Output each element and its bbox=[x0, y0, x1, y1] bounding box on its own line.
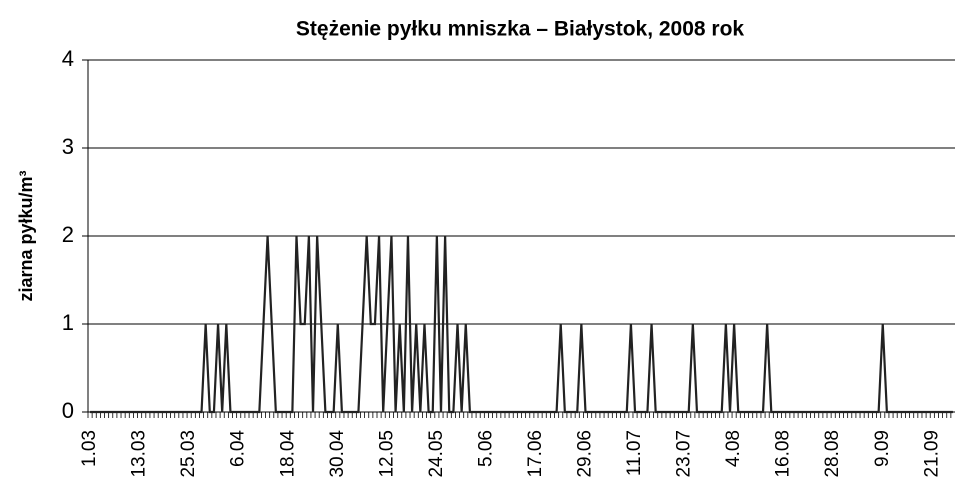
x-tick-label: 30.04 bbox=[327, 430, 348, 478]
x-tick-label: 24.05 bbox=[426, 430, 447, 478]
x-tick-label: 25.03 bbox=[178, 430, 199, 478]
y-axis-label: ziarna pyłku/m³ bbox=[16, 170, 36, 301]
x-tick-label: 9.09 bbox=[872, 430, 893, 467]
x-tick-label: 16.08 bbox=[773, 430, 794, 478]
x-tick-label: 11.07 bbox=[624, 430, 645, 476]
x-tick-label: 13.03 bbox=[129, 430, 150, 478]
x-tick-label: 5.06 bbox=[475, 430, 496, 467]
y-tick-label: 2 bbox=[62, 222, 74, 247]
x-tick-label: 4.08 bbox=[723, 430, 744, 467]
x-tick-label: 1.03 bbox=[79, 430, 100, 467]
data-line bbox=[90, 235, 953, 414]
y-tick-label: 0 bbox=[62, 398, 74, 423]
y-tick-label: 3 bbox=[62, 134, 74, 159]
x-tick-label: 17.06 bbox=[525, 430, 546, 478]
x-tick-label: 28.08 bbox=[822, 430, 843, 478]
x-tick-label: 23.07 bbox=[674, 430, 695, 478]
y-tick-label: 4 bbox=[62, 46, 74, 71]
x-tick-label: 21.09 bbox=[921, 430, 942, 478]
chart-title: Stężenie pyłku mniszka – Białystok, 2008… bbox=[296, 18, 745, 41]
x-tick-label: 12.05 bbox=[376, 430, 397, 478]
x-tick-label: 6.04 bbox=[228, 430, 249, 467]
x-tick-label: 29.06 bbox=[575, 430, 596, 478]
y-tick-label: 1 bbox=[62, 310, 74, 335]
x-tick-label: 18.04 bbox=[277, 430, 298, 478]
